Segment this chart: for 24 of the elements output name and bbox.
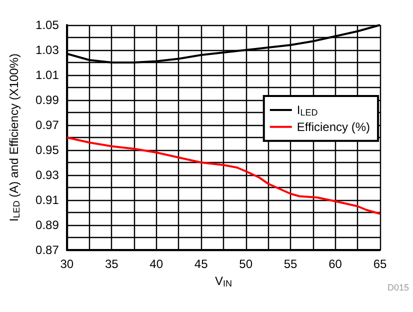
x-tick-label: 45 bbox=[194, 257, 208, 271]
x-tick-label: 35 bbox=[104, 257, 119, 271]
y-tick-label: 0.99 bbox=[36, 93, 60, 107]
x-tick-label: 30 bbox=[60, 257, 74, 271]
y-tick-label: 1.05 bbox=[36, 18, 60, 32]
y-tick-label: 1.01 bbox=[36, 68, 60, 82]
x-tick-label: 50 bbox=[239, 257, 253, 271]
text: D015 bbox=[387, 282, 409, 292]
x-axis-title: VIN bbox=[214, 274, 232, 288]
line-series bbox=[66, 136, 381, 215]
y-axis-title: ILED (A) and Efficiency (X100%) bbox=[7, 53, 22, 222]
x-tick-label: 40 bbox=[150, 257, 164, 271]
y-tick-label: 0.87 bbox=[36, 243, 60, 257]
y-tick-label: 0.95 bbox=[36, 143, 60, 157]
y-tick-label: 0.93 bbox=[36, 168, 60, 182]
x-tick-label: 55 bbox=[284, 257, 298, 271]
y-tick-label: 1.03 bbox=[36, 43, 60, 57]
x-tick-label: 60 bbox=[328, 257, 342, 271]
legend-label: Efficiency (%) bbox=[296, 120, 370, 134]
legend-label: ILED bbox=[296, 103, 318, 118]
y-tick-label: 0.97 bbox=[36, 118, 60, 132]
y-tick-label: 0.91 bbox=[36, 193, 60, 207]
x-tick-label: 65 bbox=[373, 257, 387, 271]
y-tick-label: 0.89 bbox=[36, 218, 60, 232]
